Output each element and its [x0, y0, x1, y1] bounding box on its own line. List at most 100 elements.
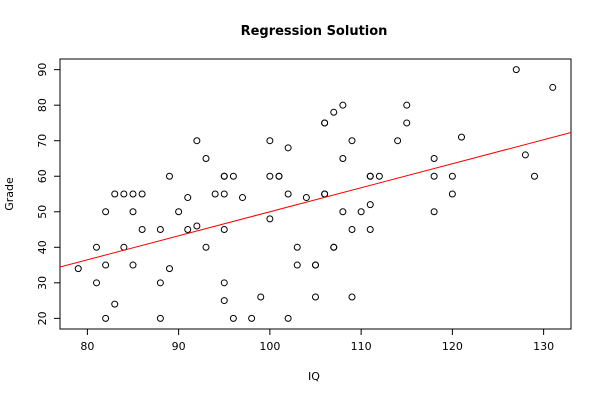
data-point	[257, 293, 265, 301]
data-point	[339, 208, 347, 216]
y-tick-label: 50	[36, 205, 49, 219]
data-point	[229, 314, 237, 322]
data-point	[211, 190, 219, 198]
data-points	[74, 66, 557, 322]
data-point	[175, 208, 183, 216]
x-tick-label: 90	[172, 340, 186, 353]
data-point	[366, 226, 374, 234]
data-point	[348, 293, 356, 301]
data-point	[220, 279, 228, 287]
data-point	[156, 279, 164, 287]
x-tick-label: 120	[442, 340, 463, 353]
data-point	[549, 83, 557, 91]
y-axis-label: Grade	[3, 177, 16, 211]
chart-title: Regression Solution	[241, 24, 388, 39]
data-point	[312, 293, 319, 301]
y-tick-label: 30	[36, 276, 49, 290]
data-point	[102, 314, 110, 322]
data-point	[512, 66, 520, 74]
data-point	[93, 279, 100, 287]
data-point	[266, 215, 274, 223]
data-point	[266, 172, 274, 180]
data-point	[93, 243, 100, 251]
x-tick-label: 100	[259, 340, 280, 353]
regression-line	[59, 132, 572, 268]
data-point	[348, 226, 356, 234]
data-point	[229, 172, 237, 180]
data-point	[448, 190, 456, 198]
data-point	[239, 194, 246, 202]
y-tick-label: 20	[36, 311, 49, 325]
x-tick-label: 110	[351, 340, 372, 353]
data-point	[275, 172, 283, 180]
data-point	[102, 261, 110, 269]
data-point	[366, 201, 374, 209]
data-point	[293, 261, 301, 269]
data-point	[220, 226, 228, 234]
data-point	[129, 208, 137, 216]
data-point	[138, 190, 146, 198]
data-point	[120, 190, 128, 198]
x-axis-label: IQ	[308, 370, 320, 383]
data-point	[248, 314, 256, 322]
data-point	[458, 133, 465, 141]
data-point	[339, 101, 347, 109]
y-axis: 20 30 40 50 60 70 80 90	[36, 63, 60, 325]
data-point	[330, 243, 338, 251]
data-point	[339, 154, 347, 162]
data-point	[102, 208, 110, 216]
data-point	[448, 172, 456, 180]
data-point	[293, 243, 301, 251]
data-point	[193, 137, 201, 145]
y-tick-label: 90	[36, 63, 49, 77]
y-tick-label: 80	[36, 98, 49, 112]
data-point	[521, 151, 529, 159]
data-point	[202, 243, 210, 251]
data-point	[202, 154, 210, 162]
data-point	[394, 137, 402, 145]
data-point	[321, 119, 329, 127]
x-axis: 80 90 100 110 120 130	[80, 329, 554, 353]
y-tick-label: 60	[36, 169, 49, 183]
data-point	[284, 314, 292, 322]
plot-frame	[59, 58, 572, 330]
data-point	[220, 190, 228, 198]
data-point	[284, 144, 292, 152]
data-point	[403, 119, 411, 127]
x-tick-label: 80	[80, 340, 94, 353]
data-point	[129, 261, 137, 269]
data-point	[156, 226, 164, 234]
data-point	[184, 194, 192, 202]
data-point	[193, 222, 201, 230]
data-point	[284, 190, 292, 198]
data-point	[266, 137, 274, 145]
data-point	[111, 190, 119, 198]
data-point	[330, 108, 338, 116]
data-point	[184, 226, 192, 234]
data-point	[129, 190, 137, 198]
data-point	[74, 265, 82, 273]
data-point	[348, 137, 356, 145]
data-point	[430, 208, 438, 216]
data-point	[111, 300, 119, 308]
data-point	[321, 190, 329, 198]
data-point	[531, 172, 538, 180]
data-point	[375, 172, 383, 180]
data-point	[357, 208, 365, 216]
data-point	[302, 194, 310, 202]
data-point	[166, 172, 173, 180]
data-point	[403, 101, 411, 109]
x-tick-label: 130	[533, 340, 554, 353]
y-tick-label: 40	[36, 240, 49, 254]
data-point	[220, 297, 228, 305]
data-point	[156, 314, 164, 322]
data-point	[430, 154, 438, 162]
y-tick-label: 70	[36, 134, 49, 148]
data-point	[220, 172, 228, 180]
data-point	[166, 265, 173, 273]
data-point	[366, 172, 374, 180]
data-point	[138, 226, 146, 234]
data-point	[312, 261, 319, 269]
